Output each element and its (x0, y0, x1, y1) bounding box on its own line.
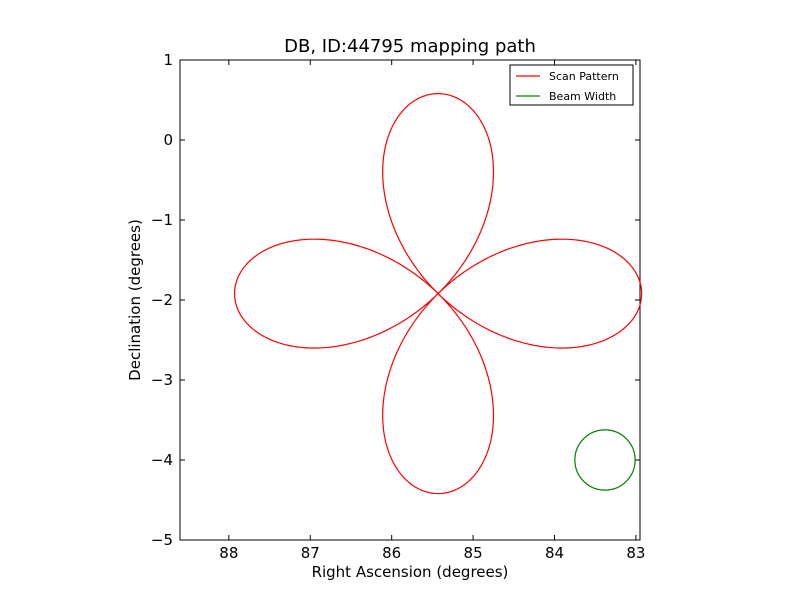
y-tick-label: −4 (151, 451, 173, 469)
x-tick-label: 83 (626, 544, 645, 562)
x-axis-title: Right Ascension (degrees) (312, 563, 509, 581)
scan-pattern-line (233, 92, 643, 495)
y-tick-label: −2 (151, 291, 173, 309)
y-axis-title: Declination (degrees) (126, 219, 144, 381)
y-tick-label: −5 (151, 531, 173, 549)
plot-area: 88 87 86 85 84 83 1 0 −1 −2 −3 −4 −5 (151, 51, 646, 562)
x-tick-label: 85 (464, 544, 483, 562)
legend: Scan Pattern Beam Width (509, 64, 634, 106)
chart-title: DB, ID:44795 mapping path (284, 36, 536, 57)
x-tick-label: 84 (545, 544, 564, 562)
x-tick-label: 87 (301, 544, 320, 562)
legend-label-scan-pattern: Scan Pattern (549, 70, 619, 83)
x-tick-label: 86 (382, 544, 401, 562)
x-axis-ticks: 88 87 86 85 84 83 (219, 60, 645, 562)
y-axis-ticks: 1 0 −1 −2 −3 −4 −5 (151, 51, 640, 549)
y-tick-label: 1 (163, 51, 173, 69)
y-tick-label: −1 (151, 211, 173, 229)
y-tick-label: −3 (151, 371, 173, 389)
legend-label-beam-width: Beam Width (549, 90, 616, 103)
beam-width-circle (574, 429, 636, 491)
x-tick-label: 88 (219, 544, 238, 562)
legend-box (509, 64, 634, 106)
y-tick-label: 0 (163, 131, 173, 149)
